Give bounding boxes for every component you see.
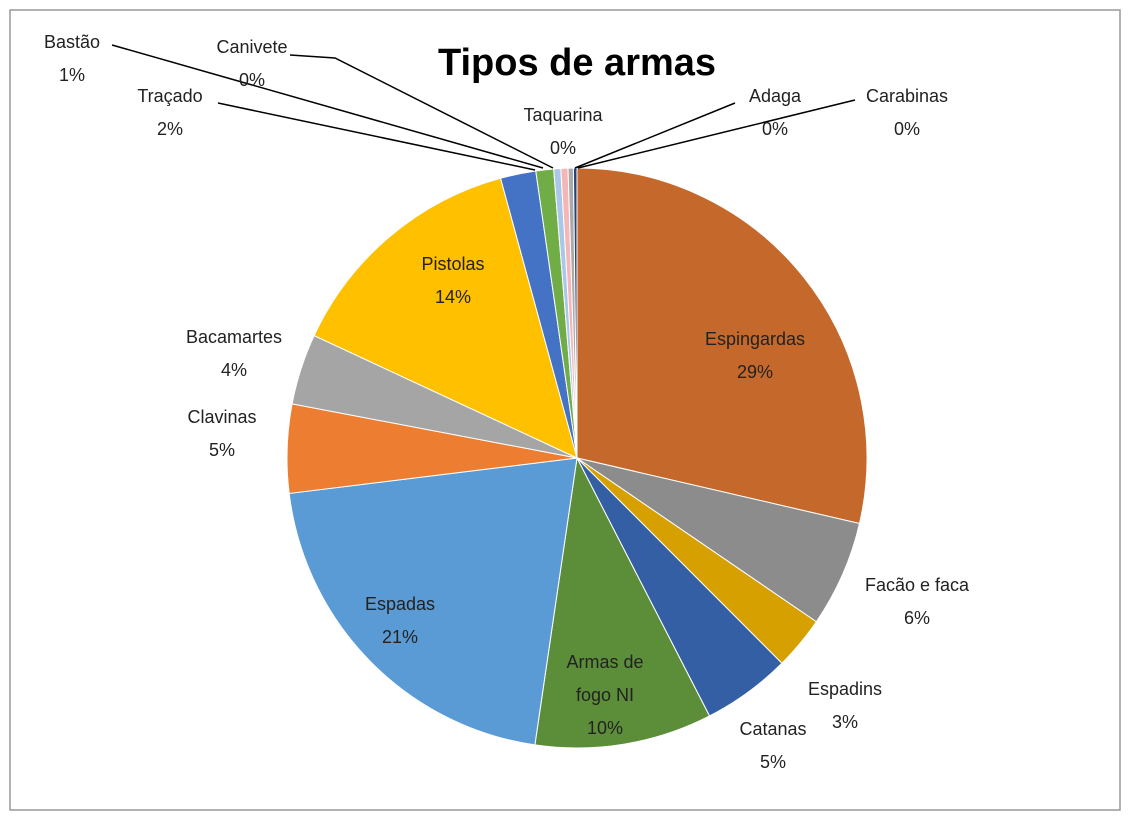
slice-label: Adaga (749, 86, 802, 106)
pie-slice (313, 177, 578, 459)
slice-label: Espadas (365, 594, 435, 614)
slice-label: Clavinas (187, 407, 256, 427)
leader-line (289, 54, 554, 169)
slice-value-label: 5% (209, 440, 235, 460)
slice-value-label: 0% (239, 70, 265, 90)
leader-line (577, 99, 856, 169)
slice-value-label: 4% (221, 360, 247, 380)
pie-slice (288, 457, 578, 746)
slice-label: Carabinas (866, 86, 948, 106)
chart-title: Tipos de armas (438, 42, 716, 84)
slice-label: Espingardas (705, 329, 805, 349)
slice-label: Catanas (739, 719, 806, 739)
slice-value-label: 3% (832, 712, 858, 732)
slice-label: Canivete (216, 37, 287, 57)
slice-label: Pistolas (421, 254, 484, 274)
leader-line (217, 102, 536, 171)
slice-value-label: 14% (435, 287, 471, 307)
slice-label: Traçado (137, 86, 202, 106)
slice-label: Armas de fogo NI (566, 652, 643, 705)
slice-label: Taquarina (523, 105, 603, 125)
pie-slice (534, 456, 711, 749)
pie-slice (576, 167, 868, 525)
slice-value-label: 10% (587, 718, 623, 738)
slice-value-label: 21% (382, 627, 418, 647)
slice-value-label: 0% (762, 119, 788, 139)
slice-label: Bastão (44, 32, 100, 52)
slice-label: Facão e faca (865, 575, 970, 595)
slice-label: Bacamartes (186, 327, 282, 347)
slice-value-label: 5% (760, 752, 786, 772)
leader-line (574, 102, 736, 169)
slice-value-label: 0% (550, 138, 576, 158)
slice-value-label: 1% (59, 65, 85, 85)
slice-value-label: 0% (894, 119, 920, 139)
slice-value-label: 29% (737, 362, 773, 382)
slice-value-label: 2% (157, 119, 183, 139)
slice-value-label: 6% (904, 608, 930, 628)
leader-line (111, 44, 544, 169)
slice-label: Espadins (808, 679, 882, 699)
